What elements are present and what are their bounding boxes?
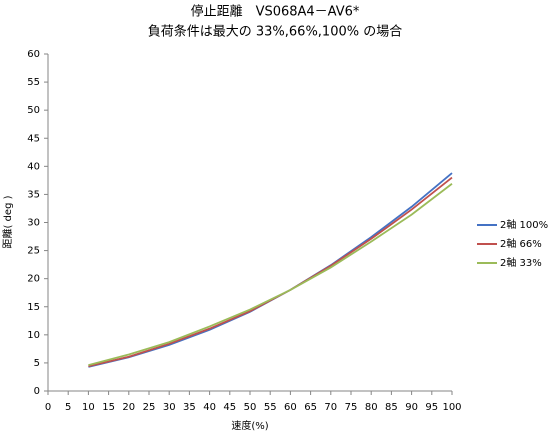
x-tick-label: 50 — [244, 402, 257, 413]
y-tick-label: 25 — [27, 246, 40, 257]
x-tick-label: 10 — [82, 402, 95, 413]
x-tick-label: 60 — [284, 402, 297, 413]
chart-subtitle: 負荷条件は最大の 33%,66%,100% の場合 — [148, 24, 402, 40]
y-tick-label: 10 — [27, 330, 40, 341]
y-tick-label: 20 — [27, 274, 40, 285]
x-tick-label: 30 — [163, 402, 176, 413]
x-tick-label: 90 — [405, 402, 418, 413]
x-tick-label: 0 — [45, 402, 51, 413]
x-tick-label: 55 — [264, 402, 277, 413]
x-tick-label: 95 — [425, 402, 438, 413]
x-tick-label: 45 — [223, 402, 236, 413]
y-tick-label: 30 — [27, 218, 40, 229]
x-tick-label: 5 — [65, 402, 71, 413]
y-tick-label: 40 — [27, 161, 40, 172]
legend-label: 2軸 33% — [500, 256, 542, 269]
y-tick-label: 45 — [27, 133, 40, 144]
y-axis-label: 距離( deg ) — [1, 195, 14, 248]
x-axis-label: 速度(%) — [231, 419, 268, 432]
x-tick-label: 25 — [143, 402, 156, 413]
legend-label: 2軸 66% — [500, 237, 542, 250]
y-tick-label: 60 — [27, 49, 40, 60]
x-tick-label: 40 — [203, 402, 216, 413]
x-tick-label: 100 — [442, 402, 461, 413]
y-tick-label: 35 — [27, 189, 40, 200]
line-series — [88, 183, 453, 367]
y-tick-label: 55 — [27, 77, 40, 88]
x-tick-label: 15 — [102, 402, 115, 413]
x-tick-label: 80 — [365, 402, 378, 413]
y-tick-label: 15 — [27, 302, 40, 313]
legend-label: 2軸 100% — [500, 218, 548, 231]
y-tick-label: 50 — [27, 105, 40, 116]
x-tick-label: 35 — [183, 402, 196, 413]
x-tick-label: 70 — [324, 402, 337, 413]
x-tick-label: 65 — [304, 402, 317, 413]
x-tick-label: 20 — [122, 402, 135, 413]
x-tick-label: 75 — [345, 402, 358, 413]
y-tick-label: 5 — [34, 358, 40, 369]
chart-title: 停止距離 VS068A4－AV6* — [191, 4, 360, 20]
x-tick-label: 85 — [385, 402, 398, 413]
y-tick-label: 0 — [34, 386, 40, 397]
